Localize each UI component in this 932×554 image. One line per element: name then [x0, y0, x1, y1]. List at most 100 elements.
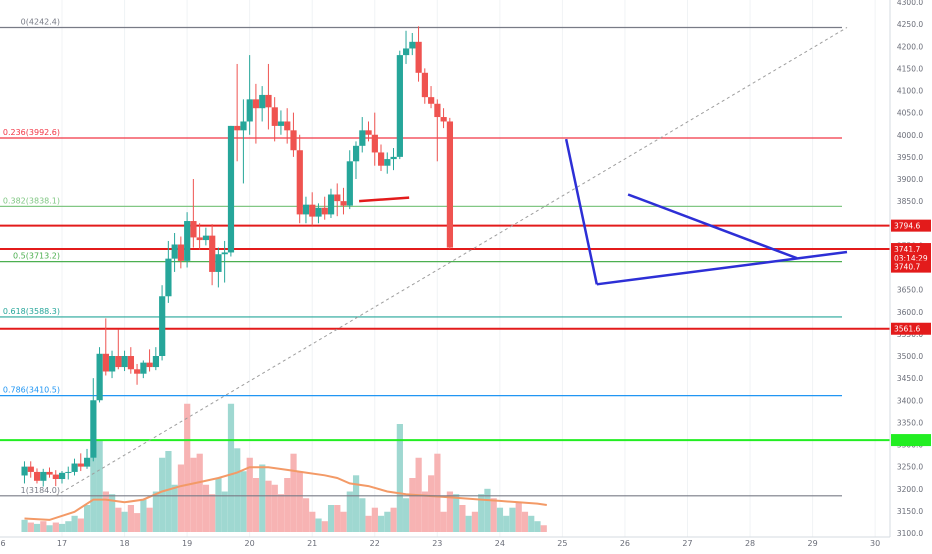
fib-level-label: 0.382(3838.1): [3, 196, 60, 205]
fib-level-label: 0(4242.4): [21, 17, 60, 26]
candle-body: [59, 472, 66, 480]
price-axis-tick-label: 3450.0: [897, 374, 923, 383]
volume-bar: [40, 521, 47, 532]
candle-body: [334, 194, 341, 202]
volume-bar: [27, 522, 34, 532]
candle-body: [359, 130, 366, 146]
volume-bar: [102, 491, 109, 532]
candle-body: [190, 221, 197, 238]
candle-body: [209, 235, 216, 272]
volume-bar: [115, 507, 122, 532]
candle-body: [309, 204, 316, 217]
volume-bar: [453, 494, 460, 532]
candle-body: [77, 463, 84, 467]
volume-bar: [334, 505, 341, 532]
volume-bar: [534, 521, 541, 532]
volume-bar: [340, 511, 347, 532]
candle-body: [159, 296, 166, 356]
price-tag-label: 3740.7: [894, 263, 920, 272]
price-tag-label: 3794.6: [894, 222, 920, 231]
candle-body: [440, 117, 447, 122]
price-tag: [891, 434, 931, 447]
candle-body: [271, 107, 278, 126]
volume-bar: [259, 464, 266, 532]
volume-bar: [202, 484, 210, 532]
volume-bar: [440, 511, 447, 532]
candle-body: [165, 258, 172, 297]
candle-body: [121, 356, 128, 368]
trend-line-triangle-lower[interactable]: [596, 250, 848, 286]
candle-body: [352, 145, 360, 162]
candle-body: [21, 466, 28, 476]
trend-line-triangle-upper[interactable]: [627, 193, 798, 260]
candle-body: [33, 471, 41, 481]
volume-bar: [327, 505, 335, 532]
volume-bar: [465, 515, 472, 532]
candle-body: [27, 466, 34, 472]
price-tag-label: 3741.7: [894, 245, 920, 254]
volume-bar: [265, 480, 272, 532]
candle-body: [302, 204, 310, 215]
volume-bar: [359, 498, 366, 532]
candle-body: [252, 99, 260, 109]
trend-line-red-segment[interactable]: [359, 196, 410, 203]
volume-bar: [321, 521, 328, 532]
time-axis-tick-label: 22: [370, 539, 380, 548]
candle-body: [171, 244, 178, 259]
candle-body: [71, 463, 78, 472]
volume-bar: [90, 457, 97, 532]
time-axis-tick-label: 29: [808, 539, 818, 548]
price-axis-tick-label: 4050.0: [897, 109, 923, 118]
volume-bar: [121, 511, 128, 532]
candle-body: [46, 471, 53, 475]
candle-body: [296, 150, 303, 215]
candle-body: [315, 207, 322, 217]
volume-bar: [309, 511, 316, 532]
candle-body: [215, 254, 222, 272]
volume-bar: [21, 519, 28, 532]
price-axis-tick-label: 3850.0: [897, 197, 923, 206]
volume-bar: [352, 475, 360, 532]
fib-level-label: 0.5(3713.2): [13, 252, 60, 261]
volume-bar: [528, 515, 535, 532]
candle-body: [446, 121, 454, 248]
volume-bar: [315, 518, 322, 532]
volume-bar: [384, 511, 391, 532]
volume-bar: [277, 494, 285, 532]
volume-bar: [302, 498, 310, 532]
volume-bar: [409, 478, 416, 532]
volume-bar: [396, 424, 403, 532]
fib-level-label: 0.618(3588.3): [3, 307, 60, 316]
candle-body: [346, 161, 353, 206]
price-axis-tick-label: 3350.0: [897, 418, 923, 427]
candle-body: [415, 41, 422, 73]
price-axis-tick-label: 4150.0: [897, 64, 923, 73]
price-axis-tick-label: 4100.0: [897, 87, 923, 96]
volume-bar: [521, 511, 529, 532]
candle-body: [184, 221, 191, 261]
price-axis-tick-label: 4250.0: [897, 20, 923, 29]
candle-body: [127, 356, 135, 370]
volume-bar: [515, 502, 522, 532]
candle-body: [96, 353, 103, 401]
candle-body: [365, 130, 372, 135]
trend-line-triangle-drop[interactable]: [564, 138, 599, 285]
candle-body: [202, 235, 210, 241]
volume-bar: [152, 491, 160, 532]
fib-level-label: 0.786(3410.5): [3, 386, 60, 395]
price-axis-tick-label: 3200.0: [897, 485, 923, 494]
candle-body: [265, 94, 272, 108]
time-axis-tick-label: 26: [620, 539, 630, 548]
candle-body: [290, 130, 297, 151]
volume-bar: [196, 453, 203, 532]
volume-bar: [296, 471, 303, 532]
fib-level-label: 0.236(3992.6): [3, 128, 60, 137]
volume-bar: [434, 453, 441, 532]
volume-bar: [471, 511, 479, 532]
candle-body: [90, 400, 97, 458]
price-tag-label: 03:14:29: [894, 254, 928, 263]
volume-bar: [33, 523, 41, 532]
candle-body: [421, 72, 428, 98]
